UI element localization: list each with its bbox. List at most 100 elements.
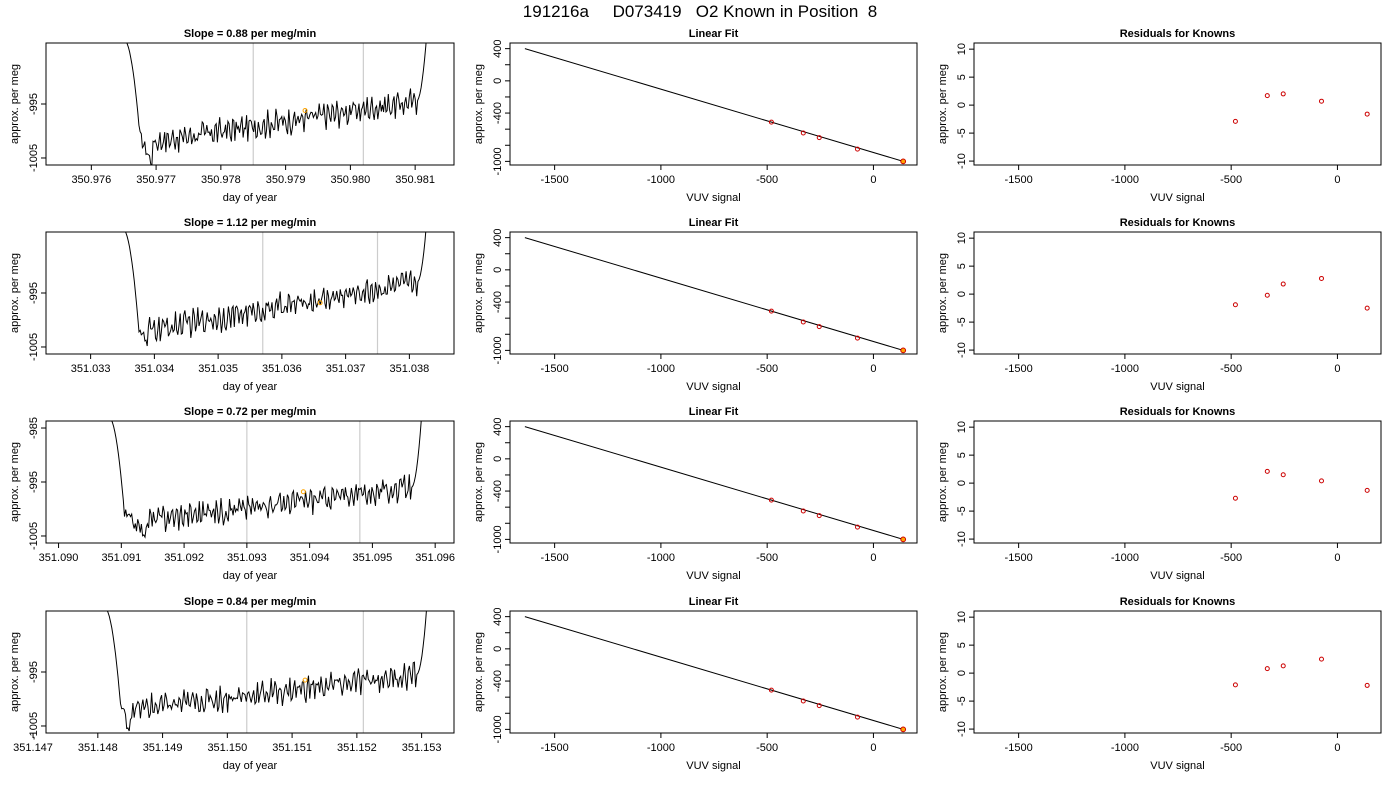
residuals-3-y-axis-label: approx. per meg <box>937 442 949 522</box>
timeseries-1-x-tick-label: 350.979 <box>266 174 306 186</box>
residuals-4-plot-frame <box>973 610 1382 734</box>
residuals-3-plot-frame <box>973 420 1382 544</box>
linear-fit-2-point <box>800 319 806 325</box>
linear-fit-4-y-tick-label: -400 <box>492 670 504 692</box>
timeseries-3-y-tick-label: -1005 <box>28 522 40 550</box>
timeseries-3-x-tick-label: 351.092 <box>164 552 204 564</box>
residuals-2-title: Residuals for Knowns <box>1120 217 1236 229</box>
timeseries-3-x-axis-label: day of year <box>223 570 278 582</box>
linear-fit-1-y-axis-label: approx. per meg <box>473 64 485 144</box>
linear-fit-3-y-tick-label: 0 <box>492 456 504 462</box>
linear-fit-1-y-tick-label: 400 <box>492 39 504 57</box>
linear-fit-3-y-tick-label: -400 <box>492 480 504 502</box>
linear-fit-3-y-axis-label: approx. per meg <box>473 442 485 522</box>
linear-fit-1-x-tick-label: -1500 <box>541 174 569 186</box>
timeseries-2-x-axis-label: day of year <box>223 381 278 393</box>
linear-fit-4-point <box>854 714 860 720</box>
linear-fit-2-fit-line <box>524 237 904 351</box>
timeseries-3-y-axis-label: approx. per meg <box>9 442 21 522</box>
linear-fit-1-x-axis-label: VUV signal <box>686 192 740 204</box>
residuals-3-x-tick-label: -1000 <box>1111 552 1139 564</box>
timeseries-1-x-tick-label: 350.981 <box>395 174 435 186</box>
linear-fit-3-point <box>800 508 806 514</box>
linear-fit-2-y-tick-label: -400 <box>492 291 504 313</box>
timeseries-1-x-tick-label: 350.977 <box>136 174 176 186</box>
timeseries-2-x-tick-label: 351.037 <box>326 363 366 375</box>
residuals-4-y-tick-label: -5 <box>956 696 968 706</box>
linear-fit-2-point <box>900 347 907 354</box>
linear-fit-1-point <box>816 135 822 141</box>
linear-fit-3-x-tick-label: 0 <box>870 552 876 564</box>
linear-fit-4-x-axis-label: VUV signal <box>686 760 740 772</box>
linear-fit-1-point <box>854 146 860 152</box>
timeseries-3-known-point <box>300 489 306 495</box>
residuals-1-point <box>1280 91 1286 97</box>
residuals-1-x-tick-label: 0 <box>1334 174 1340 186</box>
timeseries-2-x-tick-label: 351.036 <box>262 363 302 375</box>
linear-fit-4-x-tick-label: -1000 <box>647 742 675 754</box>
linear-fit-2-y-axis-label: approx. per meg <box>473 253 485 333</box>
residuals-4-title: Residuals for Knowns <box>1120 596 1236 608</box>
timeseries-2-x-tick-label: 351.033 <box>71 363 111 375</box>
residuals-3-y-tick-label: 5 <box>956 452 968 458</box>
linear-fit-2-plot-frame <box>509 231 918 355</box>
residuals-3-y-tick-label: -5 <box>956 506 968 516</box>
timeseries-4-x-tick-label: 351.148 <box>78 742 118 754</box>
figure-title: 191216a D073419 O2 Known in Position 8 <box>522 2 878 21</box>
timeseries-2-known-point <box>317 300 323 306</box>
residuals-3-point <box>1264 468 1270 474</box>
linear-fit-4-point <box>900 726 907 733</box>
residuals-3-x-tick-label: 0 <box>1334 552 1340 564</box>
linear-fit-4-y-tick-label: -1000 <box>492 715 504 743</box>
timeseries-4-plot-frame <box>45 610 455 734</box>
timeseries-4-x-tick-label: 351.152 <box>337 742 377 754</box>
residuals-4-y-tick-label: -10 <box>956 721 968 737</box>
timeseries-3-x-tick-label: 351.091 <box>101 552 141 564</box>
residuals-3-x-tick-label: -500 <box>1220 552 1242 564</box>
residuals-4-y-tick-label: 5 <box>956 642 968 648</box>
linear-fit-3-x-tick-label: -500 <box>756 552 778 564</box>
timeseries-3-x-tick-label: 351.093 <box>227 552 267 564</box>
residuals-1-plot-frame <box>973 42 1382 166</box>
linear-fit-4-y-axis-label: approx. per meg <box>473 632 485 712</box>
timeseries-1-title: Slope = 0.88 per meg/min <box>184 28 317 40</box>
linear-fit-4-point <box>768 687 774 693</box>
timeseries-3-trace <box>111 421 422 539</box>
residuals-1-x-tick-label: -1500 <box>1005 174 1033 186</box>
timeseries-3-y-tick-label: -995 <box>28 471 40 493</box>
residuals-2-point <box>1232 302 1238 308</box>
residuals-4-x-axis-label: VUV signal <box>1150 760 1204 772</box>
residuals-3-point <box>1364 487 1370 493</box>
timeseries-4-y-tick-label: -995 <box>28 661 40 683</box>
residuals-4-y-axis-label: approx. per meg <box>937 632 949 712</box>
residuals-3-y-tick-label: -10 <box>956 531 968 547</box>
residuals-2-y-tick-label: 10 <box>956 232 968 244</box>
timeseries-2-x-tick-label: 351.035 <box>198 363 238 375</box>
residuals-1-y-tick-label: -10 <box>956 153 968 169</box>
residuals-1-y-tick-label: 5 <box>956 74 968 80</box>
timeseries-3-title: Slope = 0.72 per meg/min <box>184 406 317 418</box>
timeseries-3-x-tick-label: 351.096 <box>415 552 455 564</box>
linear-fit-3-y-tick-label: -1000 <box>492 525 504 553</box>
linear-fit-1-plot-frame <box>509 42 918 166</box>
linear-fit-4-fit-line <box>524 616 904 730</box>
linear-fit-4-point <box>800 698 806 704</box>
linear-fit-4-plot-frame <box>509 610 918 734</box>
linear-fit-3-point <box>816 513 822 519</box>
timeseries-1-y-tick-label: -1005 <box>28 144 40 172</box>
timeseries-1-trace <box>126 43 427 165</box>
residuals-2-point <box>1318 275 1324 281</box>
linear-fit-3-point <box>900 536 907 543</box>
residuals-1-x-tick-label: -500 <box>1220 174 1242 186</box>
residuals-1-point <box>1264 93 1270 99</box>
timeseries-4-known-point <box>302 677 308 683</box>
residuals-3-y-tick-label: 0 <box>956 480 968 486</box>
timeseries-4-trace <box>106 611 427 732</box>
timeseries-4-title: Slope = 0.84 per meg/min <box>184 596 317 608</box>
residuals-1-y-axis-label: approx. per meg <box>937 64 949 144</box>
residuals-2-x-tick-label: -500 <box>1220 363 1242 375</box>
linear-fit-3-x-tick-label: -1000 <box>647 552 675 564</box>
residuals-1-point <box>1364 111 1370 117</box>
residuals-4-point <box>1264 666 1270 672</box>
